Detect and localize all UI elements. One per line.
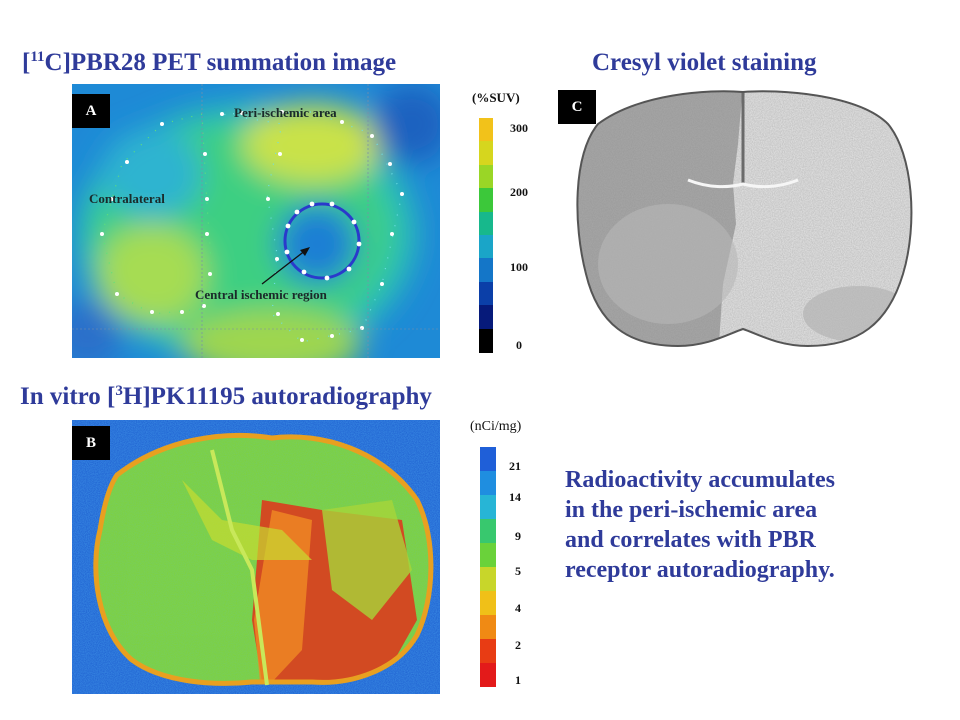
nci-scale-segment	[480, 471, 496, 495]
nci-tick-14: 14	[509, 490, 521, 504]
autoradiography-title: In vitro [3H]PK11195 autoradiography	[20, 383, 432, 410]
caption-line-4: receptor autoradiography.	[565, 557, 835, 583]
central-region-arrow	[261, 249, 307, 285]
invitro-title-isotope: 3	[115, 383, 123, 399]
pet-title-main: C]PBR28 PET summation image	[44, 49, 397, 76]
nci-scale-segment	[480, 519, 496, 543]
peri-ischemic-label: Peri-ischemic area	[234, 105, 337, 120]
nci-scale-segment	[480, 543, 496, 567]
suv-scale-segment	[479, 118, 493, 142]
nci-tick-1: 1	[515, 673, 521, 687]
nci-scale-segment	[480, 663, 496, 687]
pet-title-isotope: 11	[30, 49, 45, 65]
caption-line-2: in the peri-ischemic area	[565, 497, 818, 523]
suv-scale-segment	[479, 281, 493, 306]
nci-scale-segment	[480, 495, 496, 519]
caption-line-1: Radioactivity accumulates	[565, 467, 835, 493]
caption-line-3: and correlates with PBR	[565, 527, 816, 553]
suv-scale-segment	[479, 305, 493, 330]
cresyl-section	[576, 90, 913, 348]
nci-tick-9: 9	[515, 529, 521, 543]
panel-b-tag: B	[72, 426, 110, 460]
pet-image-panel: A Peri-ischemic area Contralateral Centr…	[72, 84, 440, 358]
suv-tick-300: 300	[510, 121, 528, 135]
pet-image-title: [11C]PBR28 PET summation image	[22, 49, 397, 76]
suv-scale-segment	[479, 258, 493, 283]
nci-scale-segment	[480, 615, 496, 639]
contralateral-label: Contralateral	[89, 191, 165, 206]
nci-scale-segment	[480, 639, 496, 663]
cresyl-title: Cresyl violet staining	[592, 49, 817, 76]
invitro-title-prefix: In vitro [	[20, 383, 116, 410]
nci-tick-2: 2	[515, 638, 521, 652]
suv-scale-segment	[479, 164, 493, 189]
suv-scale-segment	[479, 188, 493, 213]
pet-title-prefix: [	[22, 49, 31, 76]
suv-tick-0: 0	[516, 338, 522, 352]
nci-scale-segment	[480, 567, 496, 591]
panel-c-tag: C	[558, 90, 596, 124]
suv-tick-100: 100	[510, 260, 528, 274]
suv-scale-segment	[479, 211, 493, 236]
autoradiography-heatmap	[72, 420, 440, 694]
pet-roi-outlines	[101, 111, 403, 343]
nci-unit-label: (nCi/mg)	[470, 419, 522, 434]
nci-scale-segment	[480, 591, 496, 615]
nci-color-scale	[480, 447, 496, 687]
invitro-title-main: H]PK11195 autoradiography	[122, 383, 432, 410]
nci-tick-4: 4	[515, 601, 521, 615]
cresyl-image-panel: C	[558, 84, 928, 358]
suv-scale-segment	[479, 328, 493, 353]
nci-scale-segment	[480, 447, 496, 471]
findings-caption: Radioactivity accumulates in the peri-is…	[565, 465, 945, 585]
central-ischemic-label: Central ischemic region	[195, 287, 327, 302]
suv-tick-200: 200	[510, 185, 528, 199]
pet-heatmap	[72, 84, 440, 358]
autoradiography-image-panel: B	[72, 420, 440, 694]
nci-tick-5: 5	[515, 564, 521, 578]
suv-scale-segment	[479, 141, 493, 166]
suv-scale-segment	[479, 235, 493, 259]
suv-unit-label: (%SUV)	[472, 90, 520, 105]
suv-color-scale	[479, 118, 493, 353]
nci-tick-21: 21	[509, 459, 521, 473]
panel-a-tag: A	[72, 94, 110, 128]
